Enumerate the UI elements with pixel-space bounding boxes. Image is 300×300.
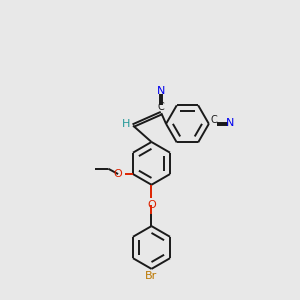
Text: C: C (211, 115, 217, 125)
Text: N: N (157, 86, 166, 96)
Text: O: O (147, 200, 156, 210)
Text: H: H (122, 119, 131, 129)
Text: N: N (226, 118, 235, 128)
Text: C: C (158, 102, 165, 112)
Text: O: O (113, 169, 122, 179)
Text: Br: Br (146, 271, 158, 281)
